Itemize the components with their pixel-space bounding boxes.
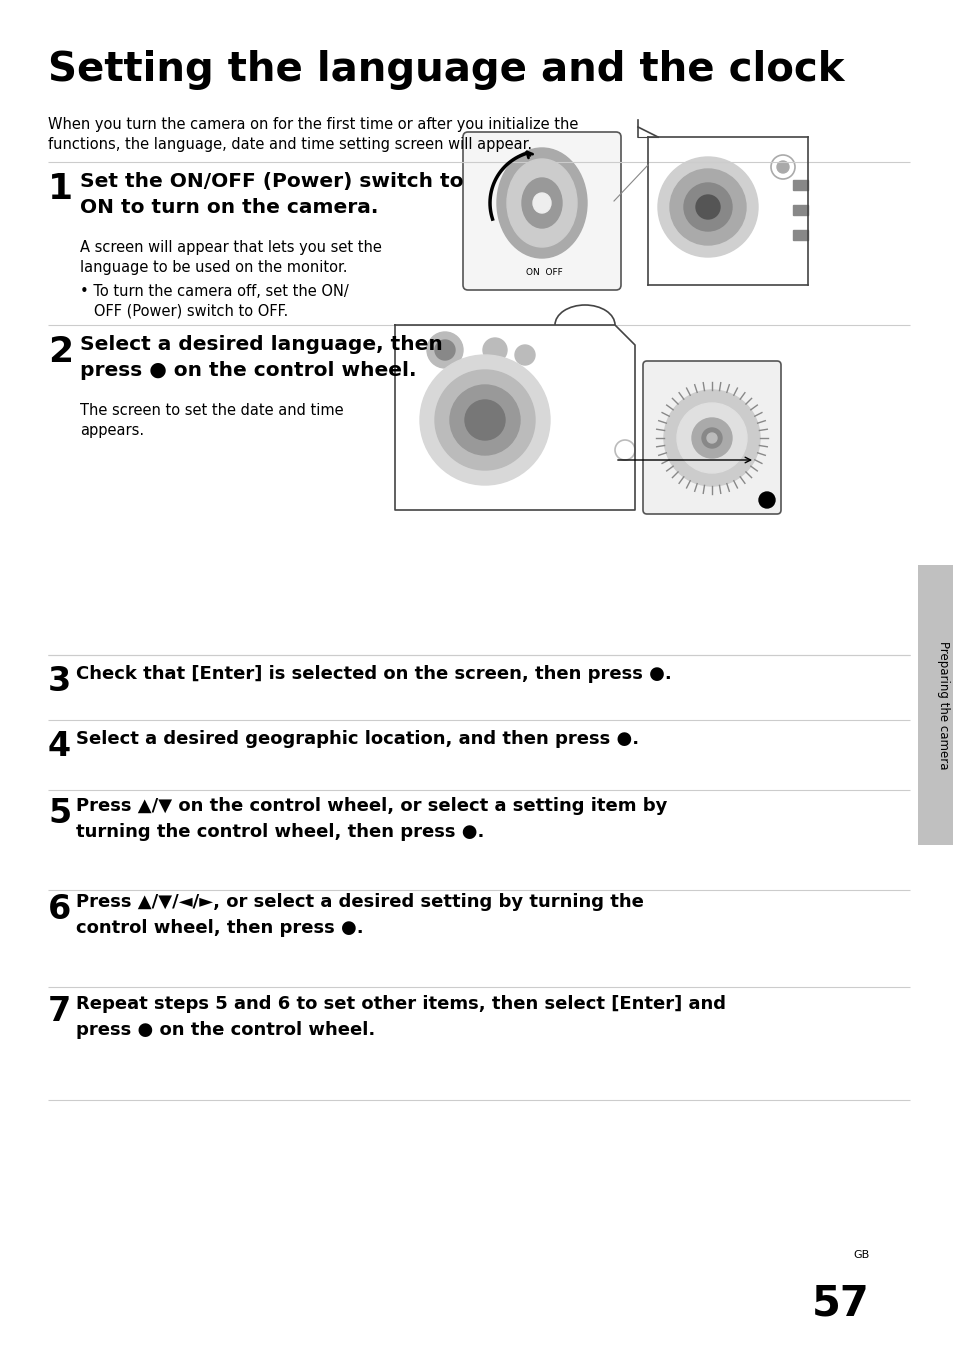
Text: OFF (Power) switch to OFF.: OFF (Power) switch to OFF. — [80, 304, 288, 319]
Ellipse shape — [497, 148, 586, 258]
Text: press ● on the control wheel.: press ● on the control wheel. — [76, 1021, 375, 1038]
Text: ON to turn on the camera.: ON to turn on the camera. — [80, 198, 378, 217]
Text: 1: 1 — [48, 172, 73, 206]
Text: 3: 3 — [48, 664, 71, 698]
Circle shape — [701, 428, 721, 448]
Text: control wheel, then press ●.: control wheel, then press ●. — [76, 919, 363, 937]
Text: Setting the language and the clock: Setting the language and the clock — [48, 50, 843, 90]
Text: Preparing the camera: Preparing the camera — [937, 640, 949, 769]
Text: Repeat steps 5 and 6 to set other items, then select [Enter] and: Repeat steps 5 and 6 to set other items,… — [76, 995, 725, 1013]
Circle shape — [669, 169, 745, 245]
Circle shape — [435, 340, 455, 360]
Circle shape — [706, 433, 717, 443]
Text: 5: 5 — [48, 798, 71, 830]
Circle shape — [482, 338, 506, 362]
Circle shape — [663, 390, 760, 486]
Circle shape — [696, 195, 720, 219]
Text: Select a desired language, then: Select a desired language, then — [80, 335, 442, 354]
Ellipse shape — [533, 192, 551, 213]
Text: 57: 57 — [811, 1283, 869, 1325]
Text: turning the control wheel, then press ●.: turning the control wheel, then press ●. — [76, 823, 484, 841]
Circle shape — [677, 404, 746, 473]
Text: Select a desired geographic location, and then press ●.: Select a desired geographic location, an… — [76, 730, 639, 748]
Text: press ● on the control wheel.: press ● on the control wheel. — [80, 360, 416, 381]
Text: • To turn the camera off, set the ON/: • To turn the camera off, set the ON/ — [80, 284, 349, 299]
Text: functions, the language, date and time setting screen will appear.: functions, the language, date and time s… — [48, 137, 532, 152]
Text: Set the ON/OFF (Power) switch to: Set the ON/OFF (Power) switch to — [80, 172, 463, 191]
Ellipse shape — [521, 178, 561, 229]
Circle shape — [427, 332, 462, 369]
Text: 6: 6 — [48, 893, 71, 925]
Text: The screen to set the date and time: The screen to set the date and time — [80, 404, 343, 418]
Text: A screen will appear that lets you set the: A screen will appear that lets you set t… — [80, 239, 381, 256]
Circle shape — [658, 157, 758, 257]
Text: ON  OFF: ON OFF — [525, 268, 562, 277]
Bar — [792, 204, 807, 215]
Text: 7: 7 — [48, 995, 71, 1028]
Circle shape — [450, 385, 519, 455]
Circle shape — [435, 370, 535, 469]
Bar — [792, 180, 807, 190]
Text: Press ▲/▼ on the control wheel, or select a setting item by: Press ▲/▼ on the control wheel, or selec… — [76, 798, 667, 815]
Text: language to be used on the monitor.: language to be used on the monitor. — [80, 260, 347, 274]
Circle shape — [683, 183, 731, 231]
Bar — [792, 230, 807, 239]
Circle shape — [515, 346, 535, 364]
FancyBboxPatch shape — [462, 132, 620, 291]
Text: Press ▲/▼/◄/►, or select a desired setting by turning the: Press ▲/▼/◄/►, or select a desired setti… — [76, 893, 643, 911]
Circle shape — [759, 492, 774, 508]
Circle shape — [464, 399, 504, 440]
Circle shape — [691, 418, 731, 459]
Ellipse shape — [506, 159, 577, 247]
Text: Check that [Enter] is selected on the screen, then press ●.: Check that [Enter] is selected on the sc… — [76, 664, 671, 683]
Text: 4: 4 — [48, 730, 71, 763]
Circle shape — [419, 355, 550, 486]
Text: GB: GB — [853, 1250, 869, 1260]
Text: appears.: appears. — [80, 422, 144, 438]
Text: 2: 2 — [48, 335, 73, 369]
FancyBboxPatch shape — [642, 360, 781, 514]
Text: When you turn the camera on for the first time or after you initialize the: When you turn the camera on for the firs… — [48, 117, 578, 132]
Circle shape — [776, 161, 788, 174]
Bar — [917, 565, 953, 845]
